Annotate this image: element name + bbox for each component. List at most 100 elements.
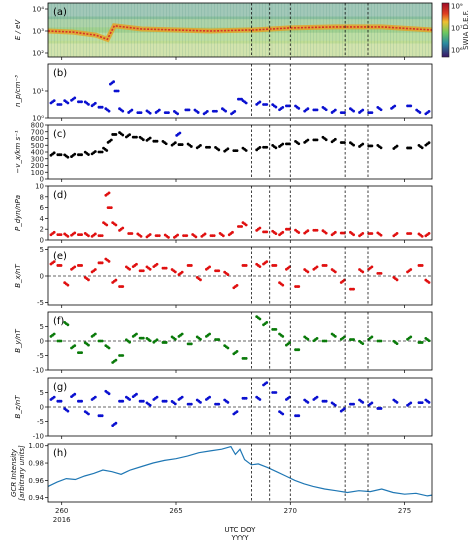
data-point	[409, 335, 413, 339]
data-point	[59, 399, 63, 403]
data-point	[199, 337, 202, 341]
data-point	[274, 328, 278, 331]
y-axis-label: B_z/nT	[14, 395, 22, 419]
data-point	[315, 228, 319, 232]
data-point	[281, 142, 285, 146]
data-point	[205, 110, 209, 113]
spectrogram-band	[48, 3, 432, 20]
data-point	[173, 141, 177, 145]
data-point	[135, 135, 138, 139]
data-point	[80, 100, 83, 104]
data-point	[66, 155, 70, 159]
data-point	[189, 402, 193, 406]
data-point	[107, 392, 111, 396]
data-point	[217, 338, 221, 341]
data-point	[155, 395, 159, 399]
data-point	[379, 407, 383, 410]
y-tick-label: -5	[37, 299, 44, 307]
y-tick-label: 0.96	[28, 477, 44, 485]
data-point	[173, 270, 177, 274]
data-point	[87, 412, 90, 416]
data-point	[370, 144, 374, 148]
data-point	[324, 138, 328, 142]
data-point	[128, 133, 132, 137]
data-point	[105, 149, 109, 152]
data-point	[141, 336, 145, 340]
data-point	[121, 226, 125, 230]
data-point	[265, 230, 269, 234]
data-point	[221, 234, 225, 238]
data-point	[427, 281, 431, 284]
x-axis-label: UTC DOY	[225, 526, 257, 534]
x-axis-sublabel: YYYY	[230, 534, 249, 542]
data-point	[343, 111, 346, 114]
data-point	[148, 403, 152, 407]
data-point	[141, 138, 145, 142]
data-point	[109, 138, 113, 142]
data-point	[274, 146, 278, 150]
year-label: 2016	[53, 516, 71, 524]
data-point	[128, 340, 132, 344]
data-point	[199, 278, 202, 282]
data-point	[409, 232, 413, 235]
data-point	[148, 339, 152, 343]
panel-e: -5 0 5 (e) B_x/nT	[14, 246, 433, 308]
data-point	[427, 232, 431, 235]
data-point	[212, 234, 216, 238]
data-point	[370, 232, 374, 235]
data-point	[135, 392, 138, 396]
panel-frame	[47, 185, 433, 241]
data-point	[333, 137, 337, 141]
data-point	[114, 133, 118, 136]
data-point	[306, 337, 310, 341]
colorbar-tick-label: 10⁶	[451, 47, 463, 55]
data-point	[409, 104, 413, 108]
y-tick-label: -10	[33, 433, 44, 441]
data-point	[52, 260, 56, 264]
data-point	[80, 399, 83, 403]
data-point	[217, 148, 221, 152]
data-point	[176, 233, 180, 237]
data-point	[66, 283, 70, 287]
data-point	[155, 139, 159, 143]
data-point	[324, 339, 328, 343]
data-point	[333, 270, 337, 274]
y-axis-label: P_dyn/nPa	[14, 195, 22, 231]
y-tick-label: 0	[40, 176, 44, 184]
data-point	[114, 421, 118, 425]
data-point	[333, 335, 337, 338]
data-point	[87, 278, 90, 282]
data-point	[100, 261, 104, 265]
data-point	[306, 138, 310, 142]
data-point	[315, 265, 319, 269]
data-point	[107, 259, 111, 263]
data-point	[379, 339, 383, 343]
data-point	[324, 231, 328, 235]
data-point	[281, 105, 285, 109]
data-point	[52, 151, 56, 155]
panel-frame	[47, 246, 433, 306]
data-point	[306, 401, 310, 404]
y-tick-label: 400	[31, 149, 44, 157]
data-point	[427, 110, 431, 113]
data-point	[258, 100, 262, 104]
data-point	[59, 339, 63, 343]
data-point	[208, 265, 212, 269]
panel-label: (a)	[53, 7, 67, 18]
data-point	[208, 395, 212, 399]
panel-label: (h)	[53, 448, 67, 459]
data-point	[395, 144, 399, 148]
y-tick-label: 100	[31, 169, 44, 177]
data-point	[130, 232, 134, 235]
panel-frame	[47, 311, 433, 371]
data-point	[352, 233, 355, 237]
y-tick-label: -5	[37, 418, 44, 426]
data-point	[100, 414, 104, 418]
data-point	[135, 262, 138, 266]
y-axis-label: E / eV	[14, 19, 22, 41]
data-point	[73, 265, 77, 269]
y-axis-label: GCR Intensity	[10, 448, 18, 497]
data-point	[128, 267, 132, 271]
data-point	[93, 332, 97, 336]
data-point	[226, 273, 230, 276]
